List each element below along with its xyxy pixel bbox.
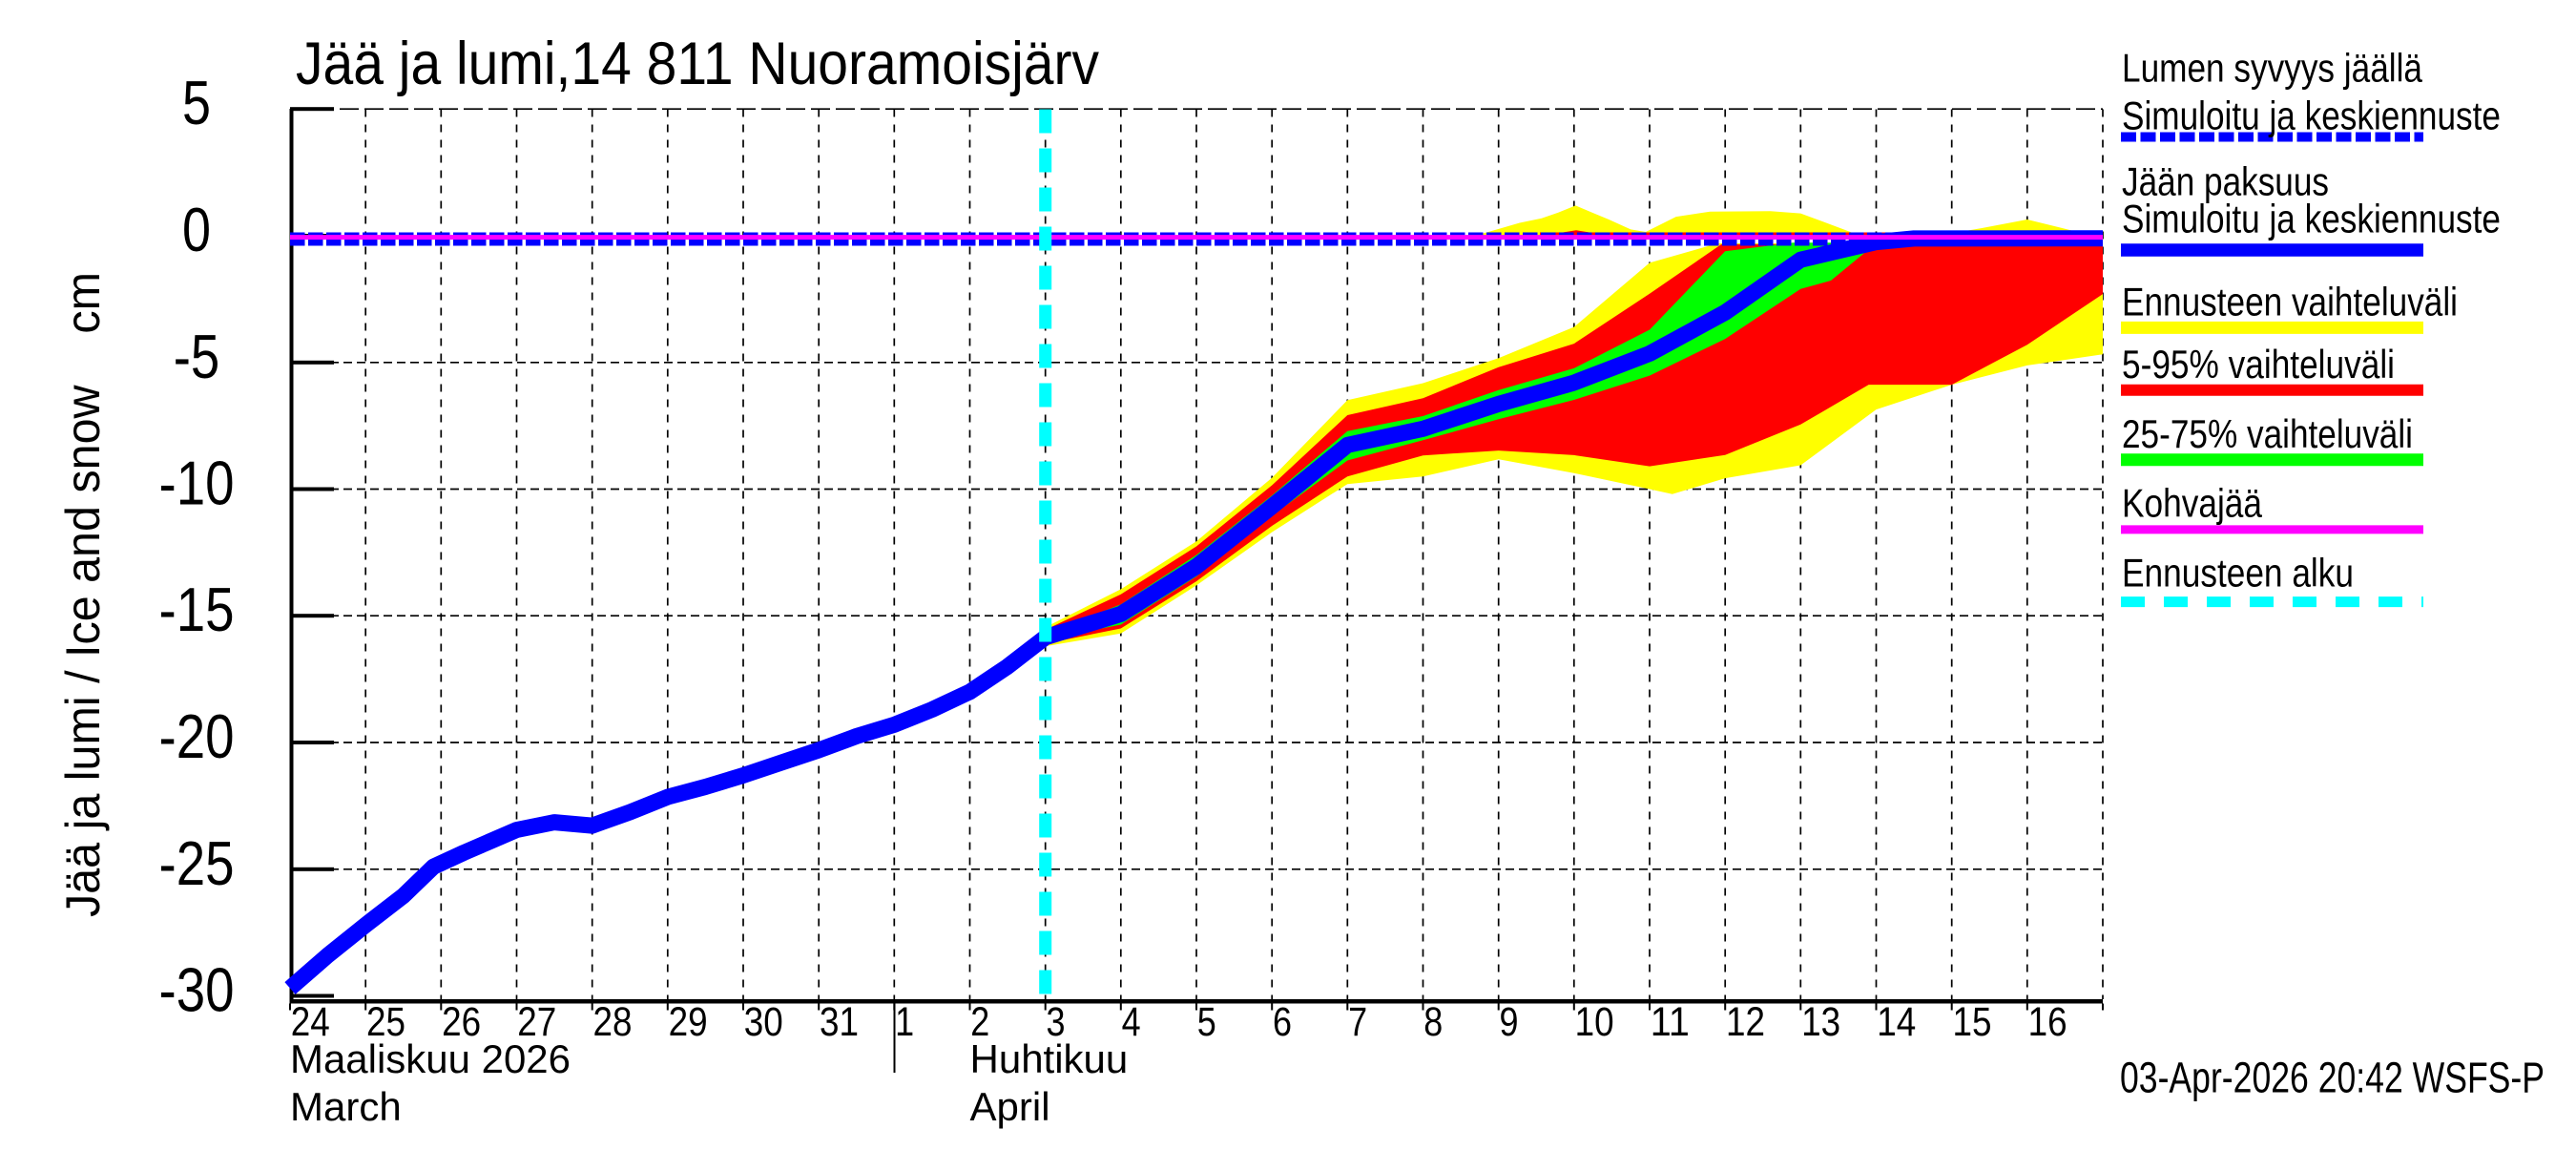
svg-text:7: 7 — [1348, 1000, 1367, 1045]
svg-text:5: 5 — [182, 68, 211, 137]
svg-text:Ennusteen vaihteluväli: Ennusteen vaihteluväli — [2122, 279, 2458, 324]
svg-text:-25: -25 — [159, 828, 235, 898]
svg-text:3: 3 — [1047, 1000, 1066, 1045]
svg-text:0: 0 — [182, 195, 211, 264]
svg-text:25: 25 — [366, 1000, 405, 1045]
svg-text:-20: -20 — [159, 701, 235, 771]
svg-text:24: 24 — [291, 1000, 330, 1045]
svg-text:13: 13 — [1801, 1000, 1840, 1045]
svg-text:10: 10 — [1575, 1000, 1614, 1045]
svg-text:12: 12 — [1726, 1000, 1765, 1045]
svg-text:-30: -30 — [159, 955, 235, 1025]
svg-text:25-75% vaihteluväli: 25-75% vaihteluväli — [2122, 411, 2413, 456]
svg-text:-15: -15 — [159, 575, 235, 644]
svg-text:26: 26 — [442, 1000, 481, 1045]
svg-text:1: 1 — [895, 1000, 914, 1045]
svg-text:March: March — [290, 1084, 402, 1129]
svg-text:27: 27 — [517, 1000, 556, 1045]
svg-text:31: 31 — [820, 1000, 859, 1045]
svg-text:Jään paksuus: Jään paksuus — [2122, 159, 2329, 204]
svg-text:6: 6 — [1273, 1000, 1292, 1045]
svg-text:2: 2 — [970, 1000, 989, 1045]
svg-text:15: 15 — [1953, 1000, 1992, 1045]
svg-text:8: 8 — [1423, 1000, 1443, 1045]
svg-text:April: April — [970, 1084, 1050, 1129]
svg-text:28: 28 — [593, 1000, 633, 1045]
svg-text:9: 9 — [1500, 1000, 1519, 1045]
svg-text:Maaliskuu 2026: Maaliskuu 2026 — [290, 1036, 571, 1081]
svg-text:14: 14 — [1877, 1000, 1916, 1045]
svg-text:03-Apr-2026 20:42 WSFS-P: 03-Apr-2026 20:42 WSFS-P — [2120, 1054, 2545, 1102]
svg-text:30: 30 — [744, 1000, 783, 1045]
svg-text:Ennusteen alku: Ennusteen alku — [2122, 551, 2354, 596]
svg-text:16: 16 — [2028, 1000, 2067, 1045]
svg-text:Lumen syvyys jäällä: Lumen syvyys jäällä — [2122, 46, 2423, 91]
svg-text:Simuloitu ja keskiennuste: Simuloitu ja keskiennuste — [2122, 94, 2501, 138]
svg-text:Huhtikuu: Huhtikuu — [970, 1036, 1129, 1081]
svg-text:-10: -10 — [159, 449, 235, 518]
svg-text:Jää ja lumi,14 811 Nuoramoisjä: Jää ja lumi,14 811 Nuoramoisjärv — [296, 31, 1099, 97]
svg-text:11: 11 — [1651, 1000, 1690, 1045]
svg-text:29: 29 — [669, 1000, 708, 1045]
svg-text:Jää ja lumi / Ice and snow: Jää ja lumi / Ice and snow cm — [56, 272, 110, 917]
svg-text:5: 5 — [1197, 1000, 1216, 1045]
svg-text:4: 4 — [1122, 1000, 1141, 1045]
svg-text:-5: -5 — [174, 322, 220, 391]
svg-text:Simuloitu ja keskiennuste: Simuloitu ja keskiennuste — [2122, 197, 2501, 241]
svg-text:5-95% vaihteluväli: 5-95% vaihteluväli — [2122, 342, 2395, 387]
svg-text:Kohvajää: Kohvajää — [2122, 480, 2263, 525]
